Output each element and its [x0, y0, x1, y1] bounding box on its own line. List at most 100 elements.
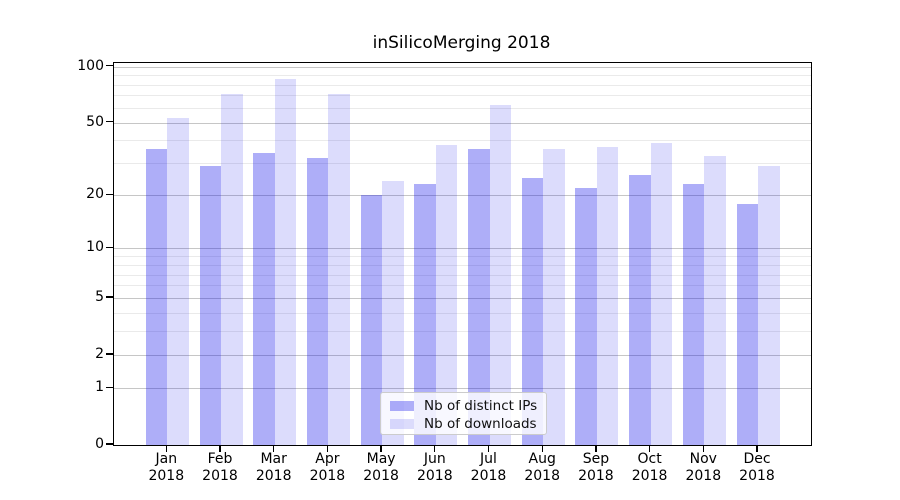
x-tick-jun [434, 446, 436, 452]
x-tick-label-month-sep: Sep [582, 451, 610, 467]
x-tick-nov [702, 446, 704, 452]
bar-downloads-may [382, 181, 404, 445]
bar-downloads-mar [274, 78, 297, 445]
x-tick-label-nov: Nov 2018 [673, 451, 733, 485]
bar-distinct-ips-nov [682, 184, 705, 445]
x-tick-label-month-mar: Mar [260, 451, 287, 467]
legend: Nb of distinct IPs Nb of downloads [380, 392, 547, 435]
legend-label-downloads: Nb of downloads [424, 416, 537, 432]
gridline-minor-3 [114, 331, 811, 333]
chart-title: inSilicoMerging 2018 [372, 33, 551, 53]
x-tick-label-month-jan: Jan [155, 451, 178, 467]
bar-distinct-ips-may [360, 195, 383, 445]
x-tick-oct [648, 446, 651, 452]
x-tick-label-aug: Aug 2018 [512, 451, 572, 485]
x-tick-label-month-feb: Feb [207, 451, 233, 467]
x-tick-label-feb: Feb 2018 [190, 451, 250, 485]
bar-downloads-jan [167, 117, 189, 445]
bar-downloads-dec [758, 166, 780, 445]
x-tick-label-year-jun: 2018 [416, 468, 453, 484]
x-tick-dec [756, 446, 758, 452]
x-tick-label-may: May 2018 [351, 451, 411, 485]
x-tick-label-year-aug: 2018 [524, 468, 560, 484]
gridline-minor-8 [114, 264, 811, 266]
y-tick-5 [106, 296, 113, 298]
gridline-minor-4 [114, 313, 811, 314]
gridline-major-100 [114, 66, 811, 68]
x-tick-label-month-nov: Nov [689, 451, 717, 467]
x-tick-label-year-may: 2018 [363, 468, 399, 484]
x-tick-may [380, 446, 382, 452]
gridline-major-10 [114, 248, 811, 250]
x-tick-label-year-apr: 2018 [309, 468, 346, 484]
x-tick-label-month-apr: Apr [315, 451, 340, 467]
gridline-major-5 [114, 298, 811, 300]
y-tick-label-2: 2 [95, 345, 104, 362]
gridline-major-2 [114, 354, 811, 356]
x-tick-label-mar: Mar 2018 [244, 451, 304, 485]
bar-downloads-feb [221, 94, 243, 445]
y-tick-label-50: 50 [86, 113, 104, 130]
plot-area: Nb of distinct IPs Nb of downloads [113, 62, 812, 446]
x-tick-label-jun: Jun 2018 [405, 451, 465, 485]
gridline-major-1 [114, 388, 811, 390]
gridline-minor-70 [114, 95, 811, 97]
x-tick-apr [326, 446, 329, 452]
gridline-minor-7 [114, 274, 811, 276]
x-tick-label-sep: Sep 2018 [566, 451, 626, 485]
x-tick-label-month-jul: Jul [480, 451, 497, 467]
x-tick-label-jul: Jul 2018 [459, 451, 519, 485]
bar-downloads-nov [704, 155, 726, 445]
x-tick-label-month-aug: Aug [528, 451, 556, 467]
x-tick-label-year-jan: 2018 [148, 468, 185, 484]
legend-swatch-distinct-ips [390, 400, 414, 412]
x-tick-label-jan: Jan 2018 [136, 451, 196, 485]
y-tick-10 [106, 246, 113, 248]
bar-distinct-ips-sep [575, 187, 597, 445]
x-tick-label-year-oct: 2018 [631, 468, 668, 484]
legend-item-distinct-ips: Nb of distinct IPs [390, 397, 546, 415]
y-tick-label-5: 5 [95, 289, 104, 306]
x-tick-label-year-feb: 2018 [202, 468, 238, 484]
x-tick-mar [273, 446, 275, 452]
bar-downloads-oct [650, 142, 673, 445]
gridline-minor-60 [114, 107, 811, 109]
y-tick-label-20: 20 [86, 186, 104, 203]
gridline-major-50 [114, 122, 811, 124]
y-tick-label-0: 0 [95, 436, 104, 452]
bar-distinct-ips-jun [414, 184, 436, 445]
legend-item-downloads: Nb of downloads [390, 415, 546, 433]
y-tick-label-100: 100 [77, 57, 104, 74]
bar-distinct-ips-jan [145, 148, 168, 445]
bar-distinct-ips-aug [521, 177, 544, 445]
bar-distinct-ips-dec [736, 203, 758, 445]
y-tick-1 [106, 386, 113, 388]
legend-swatch-downloads [390, 418, 414, 430]
bar-distinct-ips-jul [468, 148, 490, 445]
gridline-major-20 [114, 195, 811, 197]
x-tick-label-year-dec: 2018 [739, 468, 775, 484]
bar-distinct-ips-oct [629, 174, 651, 445]
y-tick-20 [106, 193, 113, 195]
y-tick-2 [106, 353, 113, 355]
x-tick-label-dec: Dec 2018 [727, 451, 787, 485]
gridline-minor-30 [114, 163, 811, 165]
x-tick-label-month-oct: Oct [637, 451, 662, 467]
bar-distinct-ips-feb [199, 166, 221, 445]
bar-downloads-aug [543, 148, 565, 445]
bar-distinct-ips-apr [306, 158, 329, 445]
y-tick-label-10: 10 [86, 239, 104, 256]
x-tick-label-month-jun: Jun [423, 451, 446, 467]
y-tick-label-1: 1 [95, 379, 104, 396]
legend-label-distinct-ips: Nb of distinct IPs [424, 398, 538, 414]
x-tick-label-year-mar: 2018 [255, 468, 292, 484]
x-tick-label-year-sep: 2018 [578, 468, 614, 484]
bar-downloads-jul [489, 105, 511, 445]
bar-downloads-sep [596, 146, 619, 445]
x-tick-label-month-may: May [366, 451, 396, 467]
x-tick-label-apr: Apr 2018 [297, 451, 357, 485]
x-tick-label-month-dec: Dec [743, 451, 771, 467]
x-tick-label-year-nov: 2018 [685, 468, 722, 484]
x-tick-aug [541, 446, 543, 452]
x-tick-label-oct: Oct 2018 [620, 451, 680, 485]
